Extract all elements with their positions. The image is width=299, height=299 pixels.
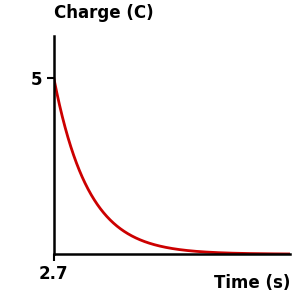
Text: Time (s): Time (s) xyxy=(214,274,290,292)
Text: Charge (C): Charge (C) xyxy=(54,4,153,22)
